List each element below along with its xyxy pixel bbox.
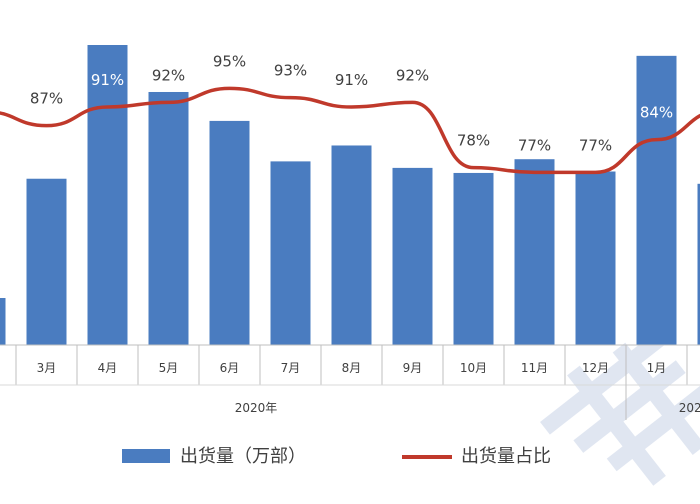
percent-label-8: 78% [457, 132, 490, 150]
category-label-1: 3月 [37, 361, 57, 375]
category-label-6: 8月 [342, 361, 362, 375]
category-label-2: 4月 [98, 361, 118, 375]
bar-1 [27, 179, 67, 345]
percent-label-11: 84% [640, 104, 673, 122]
category-label-8: 10月 [460, 361, 487, 375]
percent-label-10: 77% [579, 136, 612, 154]
year-label-1: 2021年 [679, 401, 700, 415]
bar-9 [515, 159, 555, 345]
percent-label-4: 95% [213, 52, 246, 70]
percent-label-3: 92% [152, 66, 185, 84]
legend-label-line: 出货量占比 [461, 446, 551, 467]
bar-5 [271, 161, 311, 345]
category-label-10: 12月 [582, 361, 609, 375]
percent-label-7: 92% [396, 66, 429, 84]
category-label-7: 9月 [403, 361, 423, 375]
bars-layer [0, 45, 700, 345]
bar-3 [149, 92, 189, 345]
percent-label-2: 91% [91, 71, 124, 89]
legend: 出货量（万部） 出货量占比 [122, 446, 551, 467]
percent-label-5: 93% [274, 62, 307, 80]
category-label-3: 5月 [159, 361, 179, 375]
bar-7 [393, 168, 433, 345]
bar-8 [454, 173, 494, 345]
percent-label-6: 91% [335, 71, 368, 89]
legend-label-bar: 出货量（万部） [180, 446, 306, 467]
bar-6 [332, 145, 372, 345]
percent-label-1: 87% [30, 90, 63, 108]
legend-swatch-bar [122, 449, 170, 463]
category-label-9: 11月 [521, 361, 548, 375]
bar-11 [637, 56, 677, 345]
bar-4 [210, 121, 250, 345]
bar-10 [576, 172, 616, 345]
year-label-0: 2020年 [235, 401, 278, 415]
category-label-4: 6月 [220, 361, 240, 375]
percent-label-9: 77% [518, 136, 551, 154]
category-label-11: 1月 [647, 361, 667, 375]
bar-2 [88, 45, 128, 345]
bar-0 [0, 298, 6, 345]
category-label-5: 7月 [281, 361, 301, 375]
